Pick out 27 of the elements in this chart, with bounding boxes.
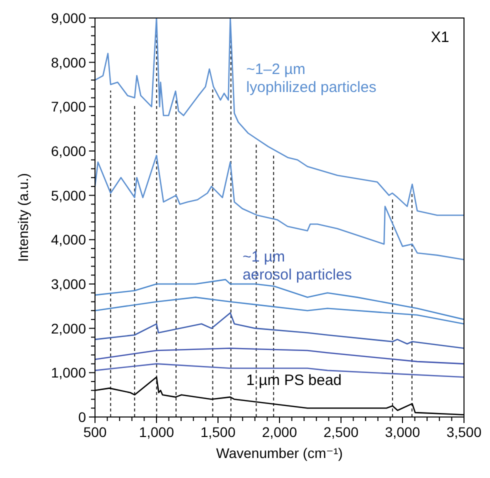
annotation: X1 xyxy=(430,28,450,46)
annotation: 1 µm PS bead xyxy=(246,372,342,390)
x-axis-title: Wavenumber (cm⁻¹) xyxy=(216,445,343,461)
y-tick-label: 2,000 xyxy=(50,320,86,336)
y-tick-label: 6,000 xyxy=(50,143,86,159)
y-tick-label: 0 xyxy=(78,409,86,425)
line-series xyxy=(95,296,464,325)
x-tick-label: 2,000 xyxy=(262,424,298,440)
annotation: ~1 µm aerosol particles xyxy=(242,248,352,284)
y-tick-label: 5,000 xyxy=(50,187,86,204)
y-tick-label: 9,000 xyxy=(50,10,86,26)
line-series xyxy=(95,312,464,349)
x-tick-label: 2,500 xyxy=(323,424,359,440)
x-tick-label: 500 xyxy=(83,424,107,440)
y-tick-label: 3,000 xyxy=(50,276,86,292)
y-axis-title: Intensity (a.u.) xyxy=(15,173,31,262)
x-tick-label: 1,500 xyxy=(200,424,236,440)
y-tick-label: 4,000 xyxy=(50,232,86,248)
y-tick-label: 7,000 xyxy=(50,98,86,115)
y-tick-label: 1,000 xyxy=(50,364,86,381)
line-series xyxy=(95,18,464,216)
annotation: ~1–2 µm lyophilized particles xyxy=(246,60,376,96)
x-tick-label: 3,500 xyxy=(446,424,482,440)
y-tick-label: 8,000 xyxy=(50,54,86,70)
x-tick-label: 1,000 xyxy=(138,424,174,440)
x-tick-label: 3,000 xyxy=(384,424,420,440)
line-series xyxy=(95,348,464,364)
